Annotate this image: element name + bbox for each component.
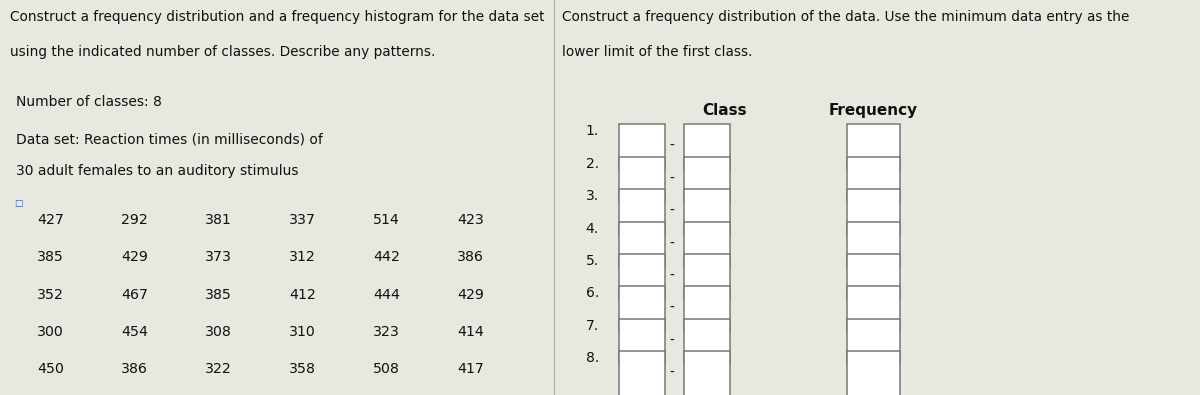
Bar (684, 351, 730, 395)
Text: 310: 310 (289, 325, 316, 339)
Text: 322: 322 (205, 362, 232, 376)
Text: Data set: Reaction times (in milliseconds) of: Data set: Reaction times (in millisecond… (16, 132, 323, 146)
Text: -: - (670, 139, 674, 153)
Bar (619, 351, 665, 395)
Bar (619, 254, 665, 299)
Text: 3.: 3. (586, 189, 599, 203)
Bar (847, 254, 900, 299)
Text: -: - (670, 204, 674, 218)
Text: 323: 323 (373, 325, 400, 339)
Text: 514: 514 (373, 213, 400, 227)
Text: 292: 292 (121, 213, 148, 227)
Text: □: □ (14, 199, 23, 209)
Text: 337: 337 (289, 213, 316, 227)
Bar (847, 319, 900, 364)
Text: -: - (670, 366, 674, 380)
Text: 386: 386 (457, 250, 484, 264)
Bar (847, 157, 900, 202)
Bar (684, 222, 730, 267)
Text: lower limit of the first class.: lower limit of the first class. (562, 45, 752, 59)
Text: 423: 423 (457, 213, 484, 227)
Text: 385: 385 (37, 250, 64, 264)
Text: 414: 414 (457, 325, 484, 339)
Text: Class: Class (702, 103, 748, 118)
Text: 8.: 8. (586, 351, 599, 365)
Text: Frequency: Frequency (829, 103, 918, 118)
Text: 417: 417 (457, 362, 484, 376)
Text: 312: 312 (289, 250, 316, 264)
Bar (684, 157, 730, 202)
Bar (847, 222, 900, 267)
Bar (684, 254, 730, 299)
Text: -: - (670, 269, 674, 283)
Bar (684, 189, 730, 235)
Text: 442: 442 (373, 250, 400, 264)
Text: 450: 450 (37, 362, 64, 376)
Text: Number of classes: 8: Number of classes: 8 (16, 95, 162, 109)
Bar (619, 189, 665, 235)
Bar (619, 157, 665, 202)
Text: 2.: 2. (586, 157, 599, 171)
Bar (684, 286, 730, 332)
Text: 427: 427 (37, 213, 64, 227)
Text: -: - (670, 301, 674, 315)
Text: -: - (670, 171, 674, 186)
Text: -: - (670, 236, 674, 250)
Text: 7.: 7. (586, 319, 599, 333)
Text: using the indicated number of classes. Describe any patterns.: using the indicated number of classes. D… (10, 45, 434, 59)
Text: 352: 352 (37, 288, 64, 301)
Text: 444: 444 (373, 288, 400, 301)
Text: 300: 300 (37, 325, 64, 339)
Text: 4.: 4. (586, 222, 599, 235)
Text: 508: 508 (373, 362, 400, 376)
Bar (684, 319, 730, 364)
Text: 381: 381 (205, 213, 232, 227)
Bar (847, 124, 900, 170)
Bar (619, 124, 665, 170)
Bar (847, 189, 900, 235)
Text: 467: 467 (121, 288, 148, 301)
Text: Construct a frequency distribution of the data. Use the minimum data entry as th: Construct a frequency distribution of th… (562, 10, 1129, 24)
Text: 1.: 1. (586, 124, 599, 138)
Text: 5.: 5. (586, 254, 599, 268)
Text: 30 adult females to an auditory stimulus: 30 adult females to an auditory stimulus (16, 164, 298, 178)
Text: 373: 373 (205, 250, 232, 264)
Text: 429: 429 (121, 250, 148, 264)
Text: 454: 454 (121, 325, 148, 339)
Text: 6.: 6. (586, 286, 599, 300)
Text: Construct a frequency distribution and a frequency histogram for the data set: Construct a frequency distribution and a… (10, 10, 544, 24)
Bar (684, 124, 730, 170)
Bar (847, 351, 900, 395)
Text: 308: 308 (205, 325, 232, 339)
Text: 358: 358 (289, 362, 316, 376)
Text: 385: 385 (205, 288, 232, 301)
Bar (847, 286, 900, 332)
Text: -: - (670, 333, 674, 348)
Bar (619, 222, 665, 267)
Text: 386: 386 (121, 362, 148, 376)
Text: 412: 412 (289, 288, 316, 301)
Bar (619, 286, 665, 332)
Bar (619, 319, 665, 364)
Text: 429: 429 (457, 288, 484, 301)
